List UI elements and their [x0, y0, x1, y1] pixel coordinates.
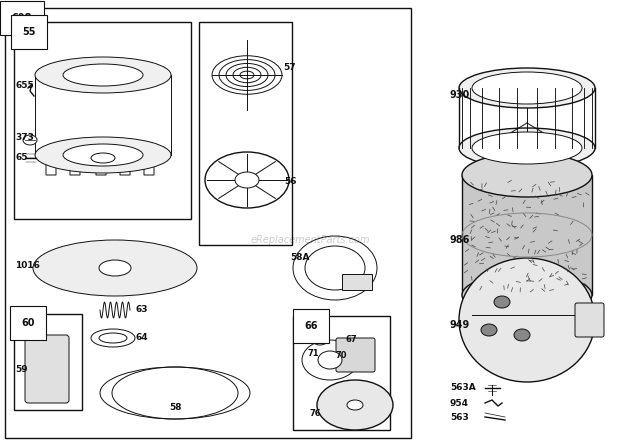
- Text: 930: 930: [450, 90, 470, 100]
- Text: 954: 954: [450, 398, 469, 408]
- Text: 67: 67: [345, 335, 356, 344]
- Ellipse shape: [63, 64, 143, 86]
- Ellipse shape: [99, 260, 131, 276]
- Ellipse shape: [481, 324, 497, 336]
- Text: 59: 59: [15, 366, 28, 375]
- Ellipse shape: [459, 128, 595, 168]
- Ellipse shape: [35, 57, 171, 93]
- Text: 64: 64: [135, 333, 148, 342]
- Text: 1016: 1016: [15, 260, 40, 269]
- Text: 66: 66: [304, 321, 317, 331]
- Text: 56: 56: [284, 178, 296, 186]
- Text: 563A: 563A: [450, 384, 476, 392]
- Text: 76: 76: [310, 409, 322, 417]
- Bar: [5, 8, 411, 438]
- Ellipse shape: [514, 329, 530, 341]
- Text: eReplacementParts.com: eReplacementParts.com: [250, 235, 370, 245]
- Bar: [199, 22, 292, 245]
- Text: 70: 70: [335, 351, 347, 359]
- Bar: [293, 316, 390, 430]
- Text: 949: 949: [450, 320, 470, 330]
- Ellipse shape: [99, 333, 127, 343]
- Ellipse shape: [462, 273, 592, 317]
- Ellipse shape: [35, 137, 171, 173]
- Ellipse shape: [459, 258, 595, 382]
- Text: 60: 60: [21, 318, 35, 328]
- Ellipse shape: [459, 68, 595, 108]
- Ellipse shape: [317, 380, 393, 430]
- Text: 58A: 58A: [290, 253, 309, 263]
- Ellipse shape: [63, 144, 143, 166]
- Bar: [14, 22, 191, 219]
- Ellipse shape: [235, 172, 259, 188]
- Bar: [462, 175, 592, 295]
- Text: 655: 655: [15, 80, 33, 90]
- FancyBboxPatch shape: [25, 335, 69, 403]
- Ellipse shape: [494, 296, 510, 308]
- Text: 563: 563: [450, 413, 469, 421]
- FancyBboxPatch shape: [336, 338, 375, 372]
- Text: 58: 58: [169, 404, 181, 413]
- Bar: [14, 314, 82, 410]
- Ellipse shape: [205, 152, 289, 208]
- Text: 68: 68: [308, 333, 320, 342]
- Ellipse shape: [318, 351, 342, 369]
- Text: 63: 63: [135, 306, 148, 314]
- Text: 57: 57: [283, 63, 296, 73]
- Text: 608: 608: [12, 13, 32, 23]
- FancyBboxPatch shape: [575, 303, 604, 337]
- Ellipse shape: [462, 153, 592, 197]
- Ellipse shape: [472, 72, 582, 104]
- Text: 65: 65: [15, 153, 27, 161]
- Ellipse shape: [23, 135, 37, 145]
- Text: 71: 71: [308, 348, 320, 358]
- Bar: [342, 274, 372, 290]
- Ellipse shape: [347, 400, 363, 410]
- Ellipse shape: [91, 153, 115, 163]
- Text: 986: 986: [450, 235, 471, 245]
- Ellipse shape: [302, 340, 358, 380]
- Text: 55: 55: [22, 27, 36, 37]
- Ellipse shape: [33, 240, 197, 296]
- Text: 373: 373: [15, 133, 34, 143]
- Ellipse shape: [472, 132, 582, 164]
